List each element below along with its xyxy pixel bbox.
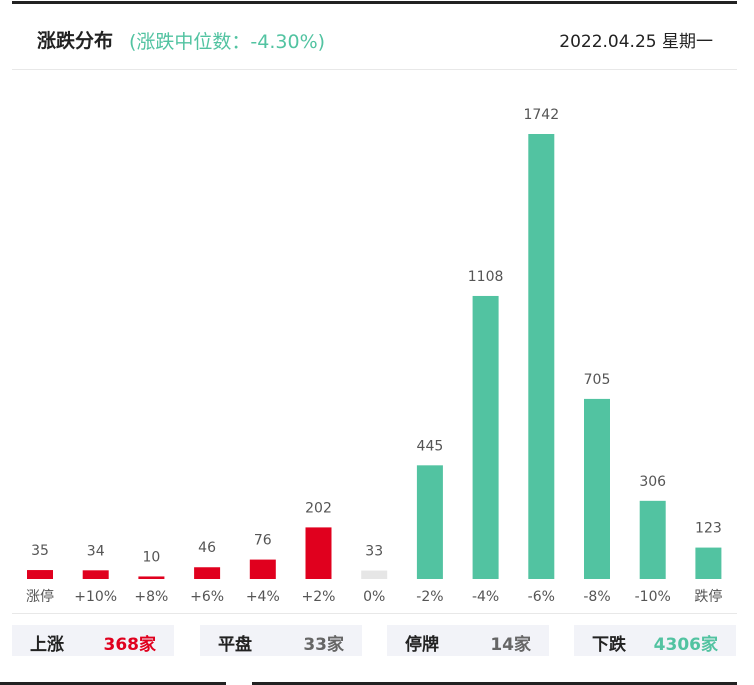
data-label: 34 — [87, 543, 105, 559]
x-tick-label: -6% — [528, 589, 555, 605]
bar — [472, 295, 499, 579]
data-label: 35 — [31, 543, 49, 559]
bottom-border-right — [252, 682, 737, 685]
x-tick-label: +4% — [246, 589, 280, 605]
x-tick-label: +2% — [302, 589, 336, 605]
data-label: 306 — [639, 474, 666, 490]
data-label: 705 — [584, 372, 611, 388]
data-label: 123 — [695, 521, 722, 537]
bar — [27, 570, 53, 579]
median-change: (涨跌中位数：-4.30%) — [129, 31, 326, 53]
summary-flat: 平盘 33家 — [200, 625, 362, 656]
divider — [12, 613, 737, 614]
x-tick-label: -8% — [583, 589, 610, 605]
bar — [361, 570, 388, 579]
page-title: 涨跌分布 — [37, 30, 114, 52]
data-label: 445 — [417, 438, 444, 454]
data-label: 1742 — [523, 107, 559, 123]
bar — [138, 576, 165, 579]
summary-up: 上涨 368家 — [12, 625, 174, 656]
date-label: 2022.04.25 星期一 — [559, 32, 713, 52]
x-tick-label: 涨停 — [26, 588, 54, 605]
bar — [528, 134, 555, 579]
summary-label: 下跌 — [592, 635, 626, 655]
summary-suspended: 停牌 14家 — [387, 625, 549, 656]
x-tick-label: -2% — [416, 589, 443, 605]
data-label: 46 — [198, 540, 216, 556]
data-label: 1108 — [468, 269, 504, 285]
x-tick-label: +10% — [74, 589, 117, 605]
top-border — [12, 1, 737, 4]
x-tick-label: -4% — [472, 589, 499, 605]
summary-label: 平盘 — [218, 635, 252, 655]
x-tick-label: -10% — [635, 589, 671, 605]
data-label: 10 — [142, 549, 160, 565]
summary-value: 33家 — [303, 635, 344, 655]
x-tick-label: 跌停 — [694, 588, 722, 605]
data-label: 33 — [365, 544, 383, 560]
summary-value: 14家 — [490, 635, 531, 655]
distribution-chart: 35 涨停 34 +10% 10 +8% 46 +6% 76 +4% 202 +2% 33 0% 445 -2… — [26, 107, 722, 605]
summary-value: 4306家 — [653, 635, 718, 655]
x-tick-label: 0% — [363, 589, 385, 605]
bar — [249, 559, 276, 579]
bar — [82, 570, 109, 579]
data-label: 202 — [305, 500, 332, 516]
bar — [639, 500, 666, 579]
summary-value: 368家 — [103, 635, 157, 655]
summary-down: 下跌 4306家 — [574, 625, 736, 656]
data-label: 76 — [254, 533, 272, 549]
summary-label: 停牌 — [405, 635, 439, 655]
x-tick-label: +8% — [134, 589, 168, 605]
bar — [416, 465, 443, 579]
x-tick-label: +6% — [190, 589, 224, 605]
bar — [194, 567, 221, 579]
summary-label: 上涨 — [30, 635, 64, 655]
header: 涨跌分布 (涨跌中位数：-4.30%) 2022.04.25 星期一 — [12, 4, 737, 70]
bar — [695, 547, 722, 579]
bar — [584, 398, 610, 579]
bar — [305, 527, 332, 579]
bottom-border-left — [0, 682, 226, 685]
